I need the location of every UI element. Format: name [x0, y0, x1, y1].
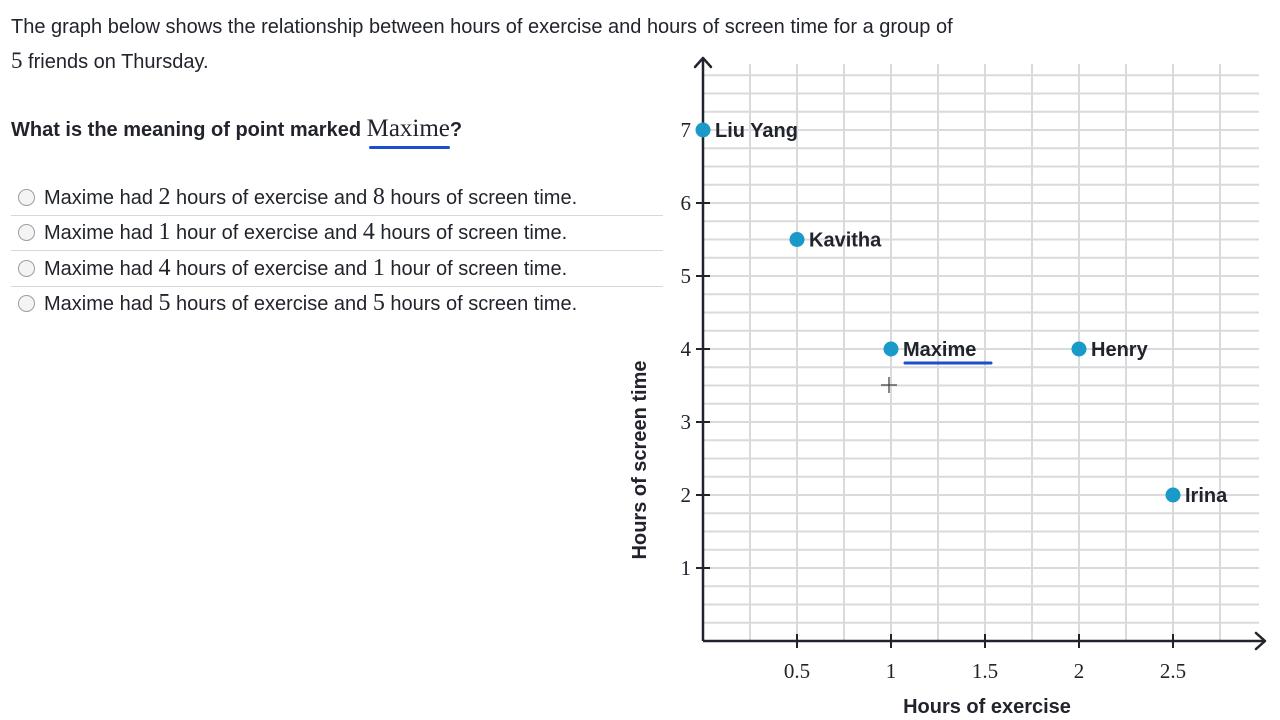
choice-screen-hours: 1 — [372, 254, 385, 281]
data-points: Liu Yang Kavitha Maxime Henry Irina — [695, 120, 1228, 507]
axis-ticks: 0.5 1 1.5 2 2.5 1 2 3 4 5 6 7 — [681, 118, 1187, 683]
question-marked-name: Maxime — [367, 112, 451, 149]
choice-exercise-hours: 2 — [158, 183, 171, 210]
choice-text-c: hour of screen time. — [384, 257, 568, 280]
y-tick-label: 2 — [681, 483, 692, 507]
answer-choice-text: Maxime had 2 hours of exercise and 8 hou… — [44, 184, 577, 211]
answer-choice-text: Maxime had 5 hours of exercise and 5 hou… — [44, 290, 577, 317]
y-tick-label: 3 — [681, 410, 692, 434]
answer-choice-4[interactable]: Maxime had 5 hours of exercise and 5 hou… — [11, 287, 663, 322]
radio-button[interactable] — [18, 295, 35, 313]
data-point-henry — [1071, 341, 1087, 357]
choice-screen-hours: 4 — [362, 219, 375, 246]
choice-text-c: hours of screen time. — [384, 293, 578, 316]
answer-choice-text: Maxime had 4 hours of exercise and 1 hou… — [44, 255, 567, 282]
choice-text-b: hours of exercise and — [170, 257, 373, 280]
choice-text-a: Maxime had — [44, 222, 159, 245]
point-label-henry: Henry — [1091, 339, 1149, 361]
choice-text-b: hour of exercise and — [170, 222, 363, 245]
answer-choice-2[interactable]: Maxime had 1 hour of exercise and 4 hour… — [11, 216, 663, 251]
y-tick-label: 7 — [681, 118, 692, 142]
answer-choices: Maxime had 2 hours of exercise and 8 hou… — [11, 180, 663, 321]
data-point-irina — [1165, 487, 1181, 503]
question-prompt: What is the meaning of point marked Maxi… — [11, 112, 463, 149]
radio-button[interactable] — [18, 259, 35, 277]
data-point-maxime — [883, 341, 899, 357]
y-tick-label: 6 — [681, 191, 692, 215]
choice-text-a: Maxime had — [44, 293, 159, 316]
statement-part-2: friends on Thursday. — [22, 51, 209, 73]
question-suffix: ? — [449, 119, 463, 141]
point-label-irina: Irina — [1185, 485, 1228, 507]
choice-exercise-hours: 4 — [158, 254, 171, 281]
x-tick-label: 1 — [886, 659, 897, 683]
choice-text-b: hours of exercise and — [170, 293, 373, 316]
y-tick-label: 5 — [681, 264, 692, 288]
point-label-liu-yang: Liu Yang — [715, 120, 798, 142]
radio-button[interactable] — [18, 224, 35, 242]
x-tick-label: 0.5 — [784, 659, 810, 683]
data-point-liu-yang — [695, 122, 711, 138]
radio-button[interactable] — [18, 188, 35, 206]
choice-text-b: hours of exercise and — [170, 186, 373, 209]
y-axis-arrow-icon — [693, 56, 713, 69]
point-label-kavitha: Kavitha — [809, 230, 882, 252]
choice-text-c: hours of screen time. — [384, 186, 578, 209]
statement-number: 5 — [11, 48, 23, 73]
grid-lines — [703, 64, 1259, 641]
choice-screen-hours: 8 — [372, 183, 385, 210]
data-point-kavitha — [789, 232, 805, 247]
choice-text-a: Maxime had — [44, 186, 159, 209]
x-tick-label: 2.5 — [1160, 659, 1186, 683]
axes — [693, 56, 1267, 651]
problem-statement: The graph below shows the relationship b… — [11, 10, 1111, 79]
choice-screen-hours: 5 — [372, 290, 385, 317]
answer-choice-3[interactable]: Maxime had 4 hours of exercise and 1 hou… — [11, 251, 663, 287]
x-axis-arrow-icon — [1254, 631, 1267, 651]
statement-part-1: The graph below shows the relationship b… — [11, 16, 953, 38]
x-tick-label: 2 — [1074, 659, 1085, 683]
question-prefix: What is the meaning of point marked — [11, 119, 367, 141]
y-tick-label: 4 — [681, 337, 692, 361]
answer-choice-1[interactable]: Maxime had 2 hours of exercise and 8 hou… — [11, 180, 663, 216]
x-axis-title: Hours of exercise — [903, 696, 1071, 718]
choice-text-c: hours of screen time. — [374, 222, 568, 245]
y-axis-title: Hours of screen time — [629, 361, 651, 560]
choice-exercise-hours: 5 — [158, 290, 171, 317]
x-tick-label: 1.5 — [972, 659, 998, 683]
choice-exercise-hours: 1 — [158, 219, 171, 246]
point-label-maxime: Maxime — [903, 339, 976, 361]
crosshair-cursor-icon — [881, 377, 897, 393]
y-tick-label: 1 — [681, 556, 692, 580]
choice-text-a: Maxime had — [44, 257, 159, 280]
answer-choice-text: Maxime had 1 hour of exercise and 4 hour… — [44, 219, 567, 246]
